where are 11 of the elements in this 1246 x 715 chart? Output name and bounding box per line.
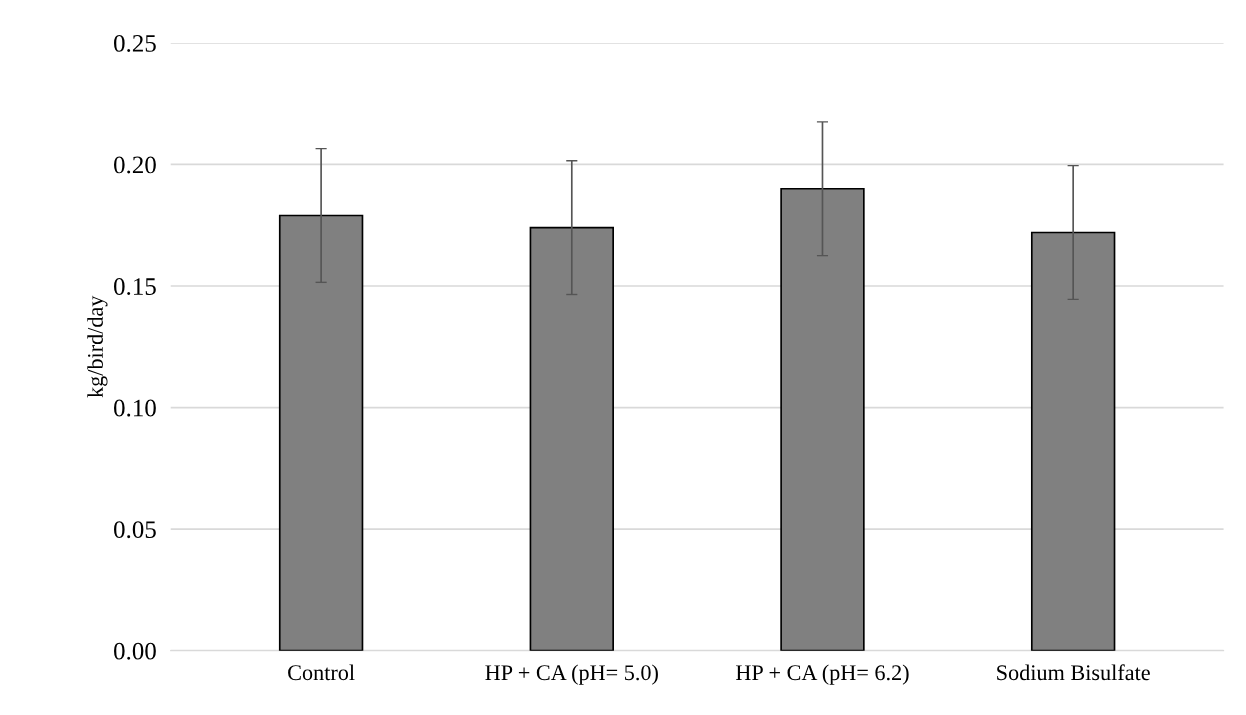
x-tick-label: Sodium Bisulfate — [997, 664, 1150, 681]
y-tick-label: 0.20 — [114, 156, 156, 174]
y-tick-label: 0.10 — [114, 399, 156, 417]
y-tick-label: 0.00 — [114, 642, 156, 660]
y-tick-label: 0.05 — [114, 521, 156, 539]
x-tick-label: HP + CA (pH= 6.2) — [736, 664, 909, 685]
y-tick-label: 0.15 — [114, 278, 156, 296]
y-axis-title: kg/bird/day — [87, 295, 108, 398]
x-tick-label: HP + CA (pH= 5.0) — [485, 664, 658, 685]
x-tick-label: Control — [288, 664, 355, 681]
y-tick-label: 0.25 — [114, 34, 156, 52]
